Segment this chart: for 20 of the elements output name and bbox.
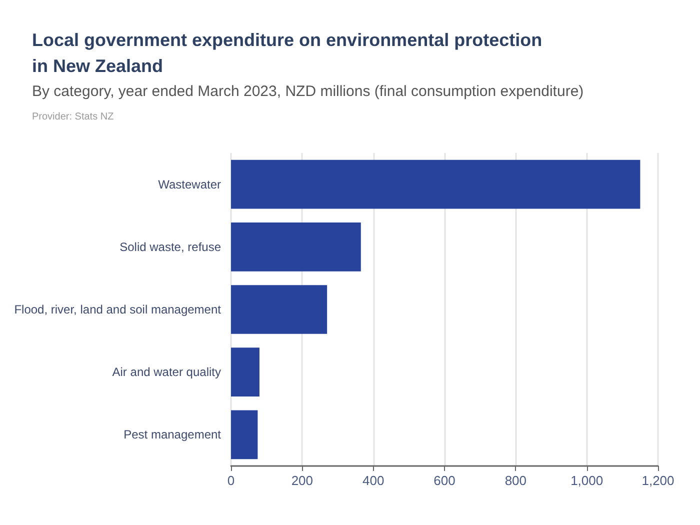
bar	[231, 285, 328, 334]
y-tick-label: Wastewater	[158, 177, 222, 192]
x-tick-label: 1,000	[570, 473, 604, 488]
x-tick-label: 0	[227, 473, 235, 488]
y-tick-label: Solid waste, refuse	[120, 240, 222, 254]
y-tick-label: Air and water quality	[112, 365, 221, 380]
text: Provider: Stats NZ	[32, 112, 114, 122]
x-tick-label: 200	[291, 473, 314, 488]
bar	[231, 160, 640, 209]
bar	[231, 410, 258, 460]
x-tick-label: 400	[362, 473, 384, 488]
chart-title: Local government expenditure on environmental protection in New Zealand	[32, 30, 548, 76]
x-tick-label: 1,200	[642, 473, 674, 488]
y-tick-label: Pest management	[124, 428, 222, 442]
x-tick-label: 600	[434, 473, 456, 488]
x-tick-label: 800	[504, 473, 527, 488]
y-tick-label: Flood, river, land and soil management	[14, 302, 222, 316]
chart-subtitle: By category, year ended March 2023, NZD millions (final consumption expenditure)	[32, 83, 584, 100]
bar	[231, 348, 260, 397]
bar	[231, 222, 361, 272]
